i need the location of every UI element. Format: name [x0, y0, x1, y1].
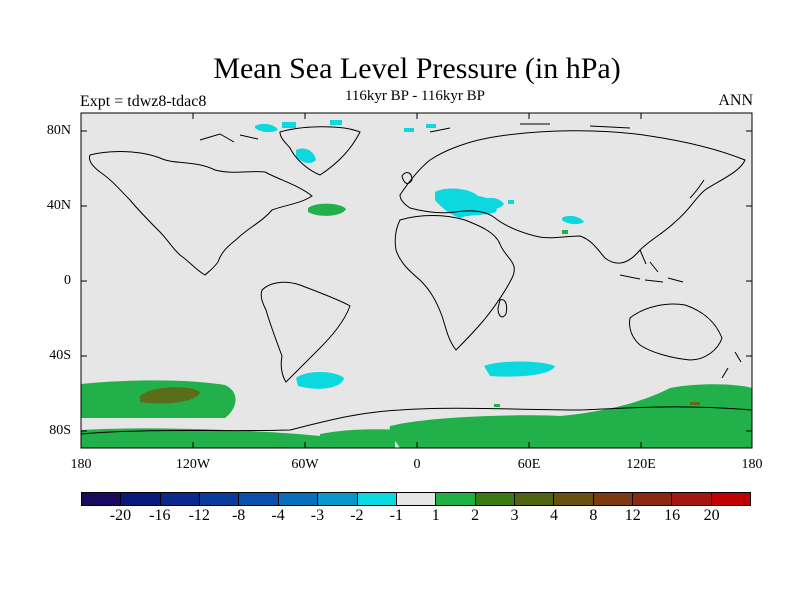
colorbar-swatch — [672, 493, 712, 505]
coastline-madagascar — [497, 299, 508, 318]
south-atlantic-negative-region — [296, 372, 344, 389]
colorbar — [81, 492, 751, 506]
coastline-africa — [394, 215, 515, 351]
colorbar-label: -4 — [271, 507, 285, 524]
arctic-negative-region-2 — [282, 122, 296, 128]
coastline-british-isles — [401, 172, 413, 184]
coastline-new-zealand — [721, 351, 742, 379]
experiment-label: Expt = tdwz8-tdac8 — [80, 93, 207, 110]
coastline-australia — [629, 303, 723, 361]
map-title: Mean Sea Level Pressure (in hPa) — [213, 52, 621, 85]
coastline-japan — [689, 179, 705, 199]
x-tick-label: 60W — [291, 457, 319, 472]
x-tick-label: 180 — [70, 457, 92, 472]
coastlines — [80, 123, 753, 435]
colorbar-swatch — [396, 493, 437, 505]
antarctic-positive-region-east — [389, 384, 752, 448]
colorbar-label: -16 — [149, 507, 171, 524]
coastline-arctic-islands — [199, 123, 631, 143]
y-tick-marks — [81, 130, 752, 432]
map-subtitle: 116kyr BP - 116kyr BP — [344, 88, 485, 104]
colorbar-label: -20 — [109, 507, 132, 524]
x-tick-label: 60E — [517, 457, 541, 472]
colorbar-swatch — [278, 493, 319, 505]
greenland-negative-region — [296, 148, 316, 163]
colorbar-label: 3 — [510, 507, 519, 524]
season-label: ANN — [718, 92, 753, 109]
colorbar-label: 8 — [589, 507, 598, 524]
coastline-antarctica — [80, 406, 753, 435]
colorbar-label: -2 — [350, 507, 364, 524]
arctic-negative-region-4 — [404, 124, 436, 132]
colorbar-swatch — [318, 493, 358, 505]
colorbar-swatch — [200, 493, 240, 505]
coastline-eurasia — [399, 130, 746, 264]
colorbar-swatch — [82, 493, 122, 505]
indian-ocean-negative-region — [484, 361, 555, 377]
x-tick-marks — [192, 113, 642, 448]
y-tick-label: 80S — [49, 423, 71, 438]
antarctic-strong-positive-speck — [690, 402, 700, 405]
coastline-greenland — [279, 126, 361, 176]
north-atlantic-positive-region — [308, 203, 346, 216]
mediterranean-negative-region — [435, 188, 498, 218]
colorbar-swatch — [633, 493, 673, 505]
pacific-strong-positive-region — [140, 387, 200, 404]
asia-positive-speck — [562, 230, 568, 234]
colorbar-label: -3 — [310, 507, 325, 524]
y-tick-label: 0 — [64, 273, 71, 288]
colorbar-label: 20 — [703, 507, 720, 524]
colorbar-label: 4 — [549, 507, 558, 524]
x-tick-label: 0 — [413, 457, 421, 472]
y-tick-label: 40S — [49, 348, 71, 363]
colorbar-swatch — [475, 493, 515, 505]
colorbar-swatch — [514, 493, 555, 505]
colorbar-swatch — [436, 493, 476, 505]
coastline-indonesia — [619, 249, 684, 283]
colorbar-label: -12 — [188, 507, 210, 524]
colorbar-swatch — [711, 493, 751, 505]
colorbar-label: 16 — [664, 507, 681, 524]
colorbar-swatch — [554, 493, 594, 505]
antarctic-positive-region — [81, 428, 320, 448]
antarctic-positive-region-mid — [320, 429, 395, 448]
colorbar-label: 2 — [471, 507, 480, 524]
coastline-south-america — [260, 281, 351, 383]
y-tick-label: 80N — [46, 123, 71, 138]
colorbar-swatch — [239, 493, 279, 505]
mediterranean-negative-region-2 — [480, 197, 504, 209]
colorbar-swatch — [160, 493, 201, 505]
asia-negative-speck — [562, 215, 584, 225]
colorbar-label: -1 — [389, 507, 403, 524]
x-tick-label: 120E — [626, 457, 656, 472]
x-tick-label: 120W — [175, 457, 211, 472]
colorbar-label: 1 — [431, 507, 440, 524]
arctic-negative-region — [255, 123, 278, 133]
pressure-anomaly-fills — [81, 120, 752, 448]
south-atlantic-positive-speck — [494, 404, 500, 407]
colorbar-swatch — [593, 493, 634, 505]
x-tick-label: 180 — [741, 457, 763, 472]
asia-negative-speck-2 — [508, 200, 514, 204]
colorbar-swatch — [357, 493, 397, 505]
colorbar-swatch — [121, 493, 161, 505]
coastline-north-america — [89, 151, 313, 276]
arctic-negative-region-3 — [330, 120, 342, 125]
colorbar-label: 12 — [624, 507, 641, 524]
colorbar-label: -8 — [231, 507, 246, 524]
y-tick-label: 40N — [46, 198, 71, 213]
